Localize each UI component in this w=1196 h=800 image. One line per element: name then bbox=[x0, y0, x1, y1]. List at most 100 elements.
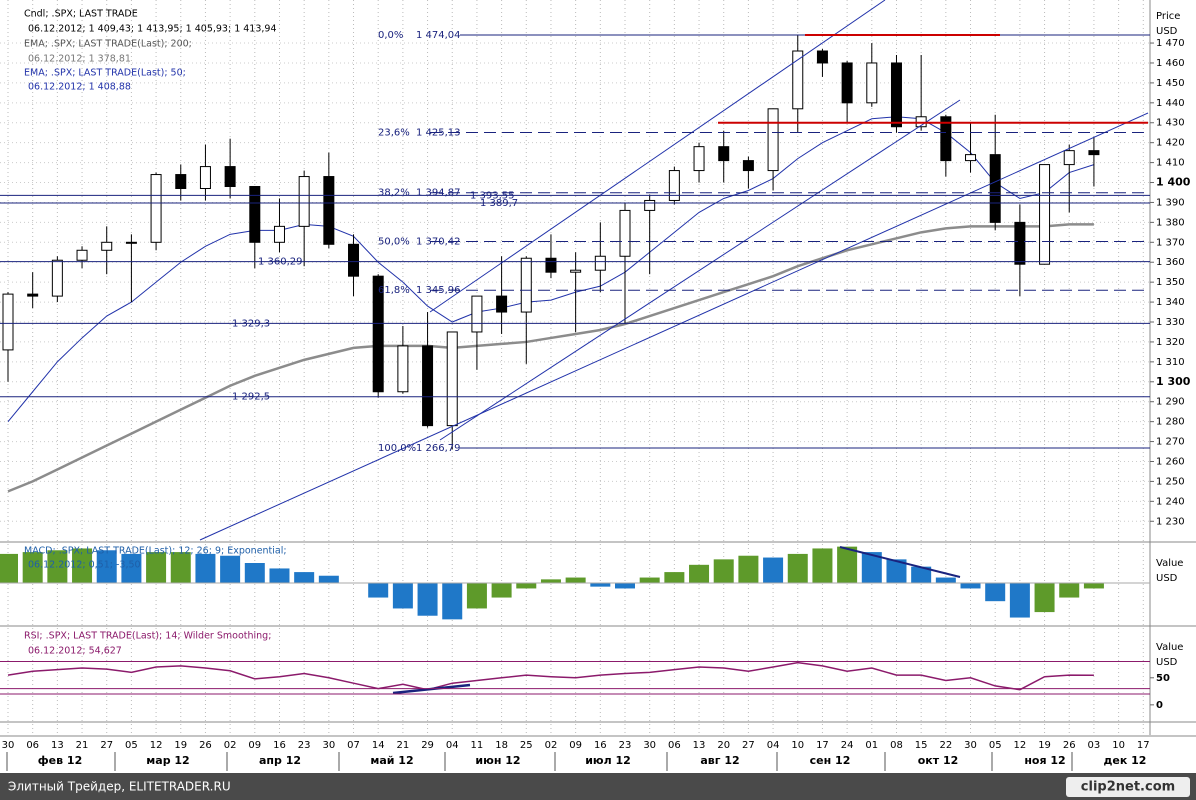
axis-title: Value bbox=[1156, 642, 1183, 653]
legend-text: Cndl; .SPX; LAST TRADE bbox=[24, 9, 138, 20]
candle-body bbox=[570, 269, 582, 273]
x-tick-label: 27 bbox=[100, 740, 113, 751]
candle-body bbox=[27, 293, 39, 297]
x-tick-label: 06 bbox=[26, 740, 39, 751]
x-tick-label: 30 bbox=[643, 740, 656, 751]
histogram-bar bbox=[22, 552, 43, 583]
candle-body bbox=[422, 345, 434, 427]
x-tick-label: 12 bbox=[150, 740, 163, 751]
y-tick-label: 1 390 bbox=[1156, 197, 1185, 208]
month-label: дек 12 bbox=[1104, 754, 1147, 767]
level-label: 1 389,7 bbox=[480, 198, 518, 209]
legend-text: 06.12.2012; 0,51; -3,50 bbox=[28, 560, 141, 571]
candle-body bbox=[101, 241, 113, 251]
candle-body bbox=[150, 174, 162, 243]
month-label: мар 12 bbox=[146, 754, 189, 767]
histogram-bar bbox=[886, 559, 907, 583]
logo-text: clip2net.com bbox=[1081, 780, 1175, 795]
histogram-bar bbox=[911, 566, 932, 583]
candle-body bbox=[989, 154, 1001, 223]
y-tick-label: 1 450 bbox=[1156, 78, 1185, 89]
y-tick-label: 1 270 bbox=[1156, 437, 1185, 448]
histogram-bar bbox=[220, 555, 241, 583]
y-tick-label: 1 260 bbox=[1156, 456, 1185, 467]
month-label: фев 12 bbox=[38, 754, 82, 767]
candle-body bbox=[545, 257, 557, 273]
candle-body bbox=[273, 225, 285, 243]
fib-label: 1 345,96 bbox=[416, 285, 461, 296]
fib-pct: 0,0% bbox=[378, 30, 403, 41]
month-label: май 12 bbox=[370, 754, 413, 767]
y-tick-label: 1 430 bbox=[1156, 118, 1185, 129]
x-tick-label: 20 bbox=[717, 740, 730, 751]
y-tick-label: 1 280 bbox=[1156, 417, 1185, 428]
x-tick-label: 10 bbox=[791, 740, 804, 751]
x-tick-label: 19 bbox=[174, 740, 187, 751]
x-tick-label: 01 bbox=[865, 740, 878, 751]
histogram-bar bbox=[368, 583, 389, 598]
histogram-bar bbox=[837, 546, 858, 583]
month-label: ноя 12 bbox=[1024, 754, 1065, 767]
y-tick-label: 1 410 bbox=[1156, 158, 1185, 169]
histogram-bar bbox=[318, 575, 339, 583]
month-label: сен 12 bbox=[810, 754, 851, 767]
axis-title: Value bbox=[1156, 558, 1183, 569]
candle-body bbox=[1063, 150, 1075, 166]
y-tick-label: 1 380 bbox=[1156, 217, 1185, 228]
x-tick-label: 11 bbox=[471, 740, 484, 751]
x-tick-label: 24 bbox=[841, 740, 854, 751]
x-tick-label: 10 bbox=[1112, 740, 1125, 751]
legend-text: 06.12.2012; 1 408,88 bbox=[28, 82, 131, 93]
candle-body bbox=[348, 243, 360, 277]
candle-body bbox=[1088, 150, 1100, 156]
histogram-bar bbox=[1034, 583, 1055, 613]
level-label: 1 393,55 bbox=[470, 190, 515, 201]
fib-label: 1 394,87 bbox=[416, 188, 461, 199]
y-tick-label: 1 370 bbox=[1156, 237, 1185, 248]
x-tick-label: 17 bbox=[1137, 740, 1150, 751]
y-tick-label: 1 400 bbox=[1156, 176, 1191, 189]
histogram-bar bbox=[565, 577, 586, 583]
axis-unit: USD bbox=[1156, 26, 1178, 37]
month-label: июл 12 bbox=[585, 754, 631, 767]
footer-bar bbox=[0, 773, 1196, 800]
histogram-bar bbox=[294, 572, 315, 583]
candle-body bbox=[298, 176, 310, 227]
fib-pct: 38,2% bbox=[378, 188, 410, 199]
y-tick-label: 1 230 bbox=[1156, 516, 1185, 527]
histogram-bar bbox=[738, 555, 759, 583]
histogram-bar bbox=[244, 563, 265, 583]
x-tick-label: 13 bbox=[693, 740, 706, 751]
x-tick-label: 30 bbox=[964, 740, 977, 751]
x-tick-label: 23 bbox=[619, 740, 632, 751]
histogram-bar bbox=[146, 552, 167, 583]
x-tick-label: 30 bbox=[2, 740, 15, 751]
y-tick-label: 1 250 bbox=[1156, 476, 1185, 487]
y-tick-label: 1 240 bbox=[1156, 496, 1185, 507]
histogram-bar bbox=[763, 557, 784, 583]
candle-body bbox=[965, 154, 977, 162]
histogram-bar bbox=[1009, 583, 1030, 618]
candle-body bbox=[890, 62, 902, 128]
candle-body bbox=[51, 259, 63, 297]
axis-unit: USD bbox=[1156, 573, 1178, 584]
level-label: 1 292,5 bbox=[232, 392, 270, 403]
candle-body bbox=[496, 295, 508, 313]
candle-body bbox=[76, 249, 88, 261]
histogram-bar bbox=[590, 583, 611, 587]
histogram-bar bbox=[1059, 583, 1080, 598]
x-tick-label: 21 bbox=[76, 740, 89, 751]
y-tick-label: 1 360 bbox=[1156, 257, 1185, 268]
histogram-bar bbox=[392, 583, 413, 609]
x-tick-label: 09 bbox=[569, 740, 582, 751]
legend-text: 06.12.2012; 1 409,43; 1 413,95; 1 405,93… bbox=[28, 24, 277, 35]
x-tick-label: 04 bbox=[767, 740, 780, 751]
histogram-bar bbox=[985, 583, 1006, 602]
x-tick-label: 14 bbox=[372, 740, 385, 751]
candle-body bbox=[224, 166, 236, 188]
candle-body bbox=[619, 209, 631, 257]
y-tick-label: 1 440 bbox=[1156, 98, 1185, 109]
x-tick-label: 07 bbox=[347, 740, 360, 751]
fib-pct: 50,0% bbox=[378, 236, 410, 247]
x-tick-label: 02 bbox=[224, 740, 237, 751]
